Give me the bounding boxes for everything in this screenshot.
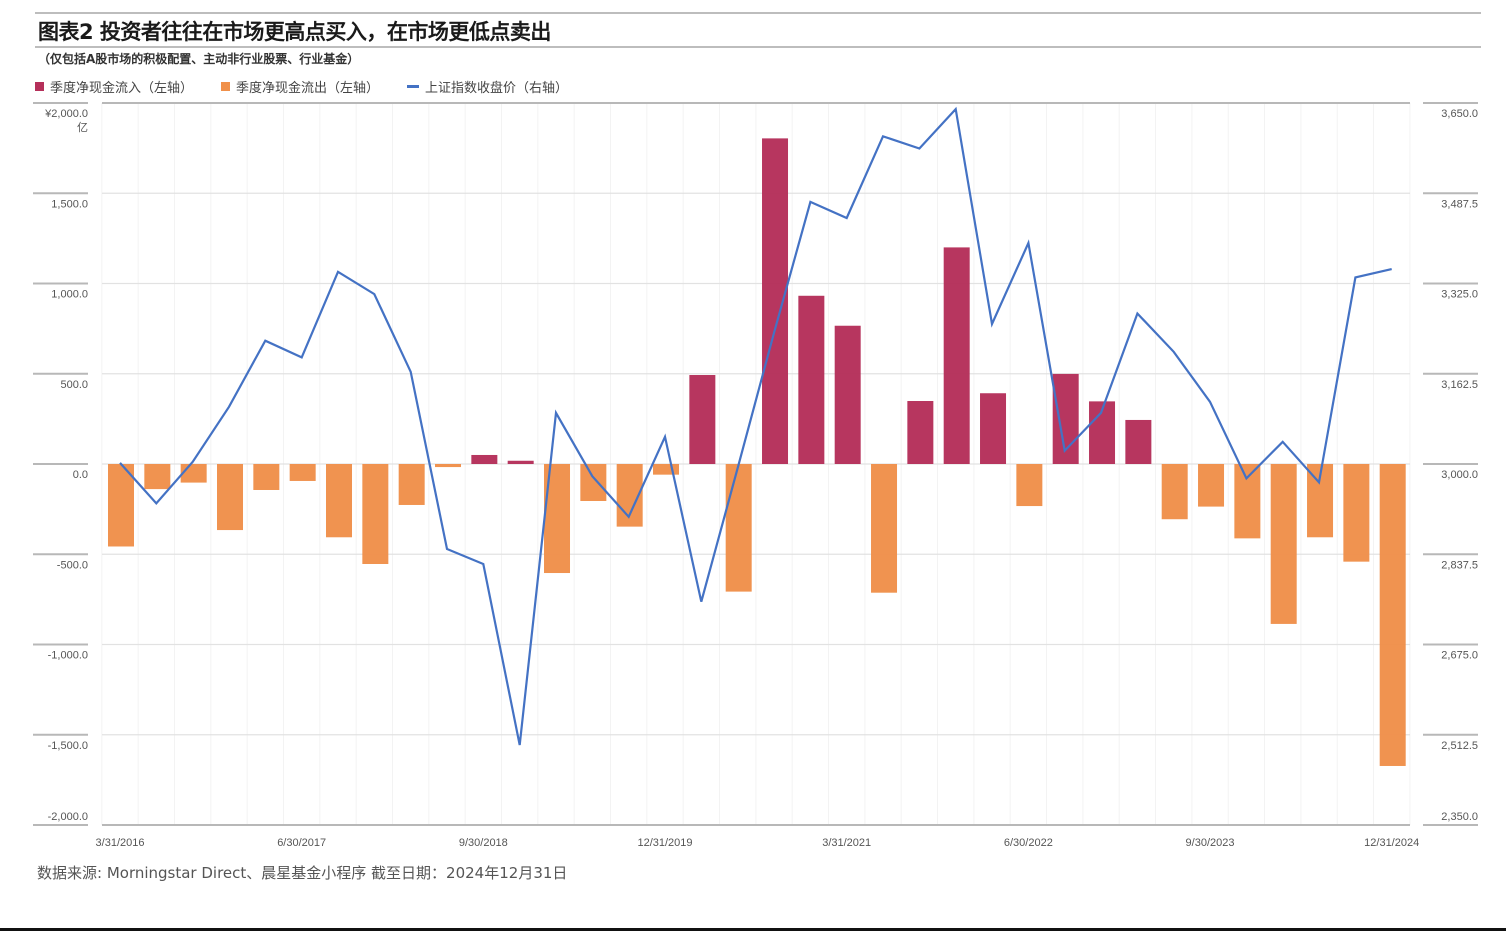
inflow-swatch-icon <box>35 82 44 91</box>
cashflow-bar <box>834 325 861 464</box>
left-tick-label: -2,000.0 <box>48 811 88 823</box>
cashflow-bar <box>762 138 789 465</box>
left-tick-label: 1,500.0 <box>51 198 88 210</box>
right-tick-label: 3,487.5 <box>1441 198 1478 210</box>
right-tick-label: 3,650.0 <box>1441 108 1478 120</box>
cashflow-bar <box>471 454 498 464</box>
left-tick-label: -1,000.0 <box>48 650 88 662</box>
legend-label-inflow: 季度净现金流入（左轴） <box>50 81 194 96</box>
index-line-path <box>119 106 1392 746</box>
right-tick-label: 3,162.5 <box>1441 379 1478 391</box>
index-line <box>119 106 1392 746</box>
right-tick-label: 3,000.0 <box>1441 469 1478 481</box>
left-tick-label: 0.0 <box>73 469 88 481</box>
x-axis: 3/31/2016 6/30/2017 9/30/2018 12/31/2019 3/3… <box>96 837 1420 849</box>
legend: 季度净现金流入（左轴） 季度净现金流出（左轴） 上证指数收盘价（右轴） <box>35 77 568 96</box>
x-tick-label: 12/31/2019 <box>637 837 692 849</box>
cashflow-bar <box>398 464 425 505</box>
x-tick-label: 9/30/2018 <box>459 837 508 849</box>
cashflow-bar <box>289 464 316 481</box>
right-tick-label: 2,512.5 <box>1441 740 1478 752</box>
cashflow-bar <box>1125 419 1152 464</box>
cashflow-bar <box>725 464 752 592</box>
x-tick-label: 3/31/2021 <box>822 837 871 849</box>
cashflow-bar <box>871 464 898 593</box>
index-line-swatch-icon <box>407 85 420 88</box>
cashflow-bar <box>689 375 716 464</box>
left-axis-unit: 亿 <box>77 121 88 134</box>
cashflow-bars <box>108 138 1406 766</box>
top-rule <box>35 12 1481 14</box>
left-tick-label: -500.0 <box>57 559 88 571</box>
cashflow-bar <box>253 464 280 490</box>
cashflow-bar <box>980 393 1007 464</box>
cashflow-bar <box>362 464 389 564</box>
chart-subtitle: （仅包括A股市场的积极配置、主动非行业股票、行业基金） <box>38 52 360 66</box>
cashflow-bar <box>1343 464 1370 562</box>
right-tick-label: 2,837.5 <box>1441 559 1478 571</box>
cashflow-bar <box>907 401 934 464</box>
gridlines <box>101 102 1411 826</box>
cashflow-bar <box>435 464 462 468</box>
x-tick-label: 12/31/2024 <box>1364 837 1419 849</box>
cashflow-bar <box>798 295 825 464</box>
legend-item-outflow: 季度净现金流出（左轴） <box>221 77 379 96</box>
legend-item-inflow: 季度净现金流入（左轴） <box>35 77 193 96</box>
cashflow-bar <box>580 464 607 502</box>
x-tick-label: 6/30/2022 <box>1004 837 1053 849</box>
cashflow-bar <box>1198 464 1225 507</box>
chart-title: 图表2 投资者往往在市场更高点买入，在市场更低点卖出 <box>38 20 551 44</box>
right-tick-label: 2,350.0 <box>1441 811 1478 823</box>
x-tick-label: 9/30/2023 <box>1186 837 1235 849</box>
right-axis: 3,650.0 3,487.5 3,325.0 3,162.5 3,000.0 2,837… <box>1423 102 1478 826</box>
outflow-swatch-icon <box>221 82 231 91</box>
bottom-rule <box>0 928 1506 931</box>
x-tick-label: 3/31/2016 <box>96 837 145 849</box>
legend-label-index: 上证指数收盘价（右轴） <box>425 81 569 96</box>
legend-label-outflow: 季度净现金流出（左轴） <box>236 81 380 96</box>
cashflow-bar <box>1270 464 1297 624</box>
left-tick-label: 500.0 <box>60 379 88 391</box>
cashflow-bar <box>144 464 171 490</box>
cashflow-bar <box>180 464 207 483</box>
cashflow-bar <box>1379 464 1406 766</box>
cashflow-bar <box>108 464 134 547</box>
left-tick-label: ¥2,000.0 <box>44 108 88 120</box>
title-rule <box>35 46 1481 48</box>
cashflow-bar <box>1016 464 1043 507</box>
source-note: 数据来源: Morningstar Direct、晨星基金小程序 截至日期：20… <box>37 864 568 882</box>
cashflow-bar <box>943 247 970 464</box>
cashflow-bar <box>217 464 244 531</box>
right-tick-label: 3,325.0 <box>1441 289 1478 301</box>
x-tick-label: 6/30/2017 <box>277 837 326 849</box>
left-axis: ¥2,000.0 1,500.0 1,000.0 500.0 0.0 -500.0 -1,0… <box>33 102 88 826</box>
cashflow-bar <box>1161 464 1188 520</box>
cashflow-bar <box>326 464 353 538</box>
cashflow-bar <box>653 464 680 475</box>
left-tick-label: 1,000.0 <box>51 289 88 301</box>
legend-item-index: 上证指数收盘价（右轴） <box>407 77 568 96</box>
cashflow-bar <box>507 460 534 464</box>
right-tick-label: 2,675.0 <box>1441 650 1478 662</box>
cashflow-bar <box>1234 464 1261 539</box>
left-tick-label: -1,500.0 <box>48 740 88 752</box>
